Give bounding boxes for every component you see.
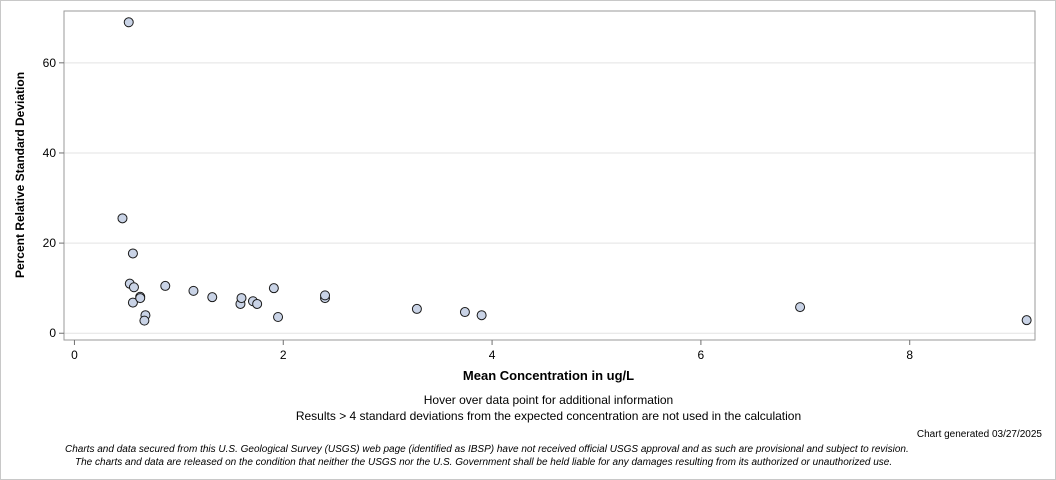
data-point[interactable] bbox=[411, 303, 422, 314]
data-point[interactable] bbox=[476, 310, 487, 321]
disclaimer-line-1: Charts and data secured from this U.S. G… bbox=[65, 444, 909, 455]
data-point[interactable] bbox=[795, 302, 806, 313]
y-tick-label: 60 bbox=[43, 56, 57, 70]
data-point[interactable] bbox=[160, 280, 171, 291]
x-axis-label: Mean Concentration in ug/L bbox=[462, 368, 635, 383]
data-point[interactable] bbox=[459, 307, 470, 318]
results-note: Results > 4 standard deviations from the… bbox=[295, 409, 802, 423]
y-tick-label: 0 bbox=[49, 326, 56, 340]
gridlines bbox=[64, 62, 1035, 334]
data-point[interactable] bbox=[128, 282, 139, 293]
axes: 0 20 40 60 0 2 4 6 8 bbox=[43, 56, 914, 362]
data-point[interactable] bbox=[252, 298, 263, 309]
plot-area bbox=[63, 10, 1036, 341]
data-point[interactable] bbox=[127, 297, 138, 308]
data-points[interactable] bbox=[117, 17, 1032, 326]
data-point[interactable] bbox=[135, 293, 146, 304]
chart-generated-date: Chart generated 03/27/2025 bbox=[916, 429, 1042, 440]
x-tick-label: 0 bbox=[71, 348, 78, 362]
x-tick-label: 4 bbox=[489, 348, 496, 362]
y-tick-label: 20 bbox=[43, 236, 57, 250]
data-point[interactable] bbox=[236, 293, 247, 304]
x-tick-label: 8 bbox=[906, 348, 913, 362]
data-point[interactable] bbox=[139, 315, 150, 326]
x-tick-label: 6 bbox=[698, 348, 705, 362]
hover-note: Hover over data point for additional inf… bbox=[423, 393, 674, 407]
data-point[interactable] bbox=[123, 17, 134, 28]
data-point[interactable] bbox=[320, 290, 331, 301]
data-point[interactable] bbox=[1021, 315, 1032, 326]
data-point[interactable] bbox=[268, 283, 279, 294]
y-tick-label: 40 bbox=[43, 146, 57, 160]
y-axis-label: Percent Relative Standard Deviation bbox=[13, 71, 27, 279]
data-point[interactable] bbox=[117, 213, 128, 224]
x-tick-label: 2 bbox=[280, 348, 287, 362]
disclaimer-line-2: The charts and data are released on the … bbox=[75, 457, 893, 468]
data-point[interactable] bbox=[207, 292, 218, 303]
data-point[interactable] bbox=[188, 285, 199, 296]
data-point[interactable] bbox=[127, 248, 138, 259]
data-point[interactable] bbox=[273, 312, 284, 323]
